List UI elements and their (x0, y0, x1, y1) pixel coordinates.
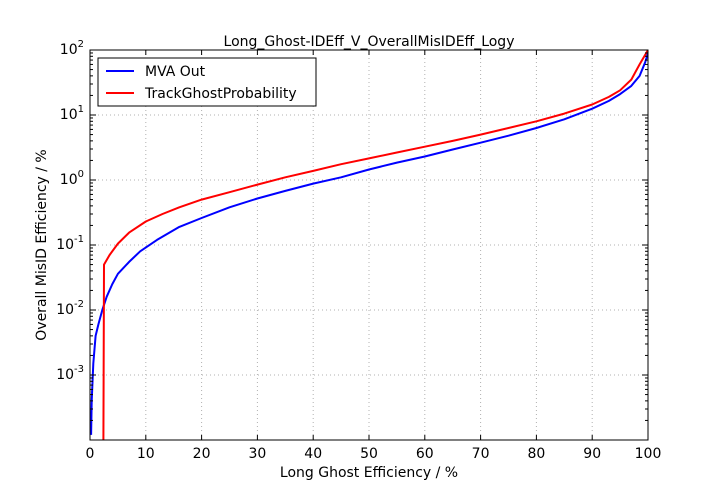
legend-label-1: TrackGhostProbability (144, 86, 297, 102)
y-tick-base: 10 (60, 107, 78, 123)
legend: MVA Out TrackGhostProbability (97, 57, 317, 107)
y-tick-exponent: -3 (74, 364, 84, 375)
x-tick-label: 70 (472, 446, 490, 462)
x-tick-label: 60 (416, 446, 434, 462)
y-tick-base: 10 (56, 367, 74, 383)
x-tick-label: 90 (583, 446, 601, 462)
y-tick-label: 10-1 (56, 234, 84, 253)
x-axis-label: Long Ghost Efficiency / % (280, 465, 458, 481)
x-tick-label: 40 (304, 446, 322, 462)
x-tick-label: 30 (248, 446, 266, 462)
y-tick-base: 10 (56, 302, 74, 318)
y-tick-exponent: -1 (74, 234, 84, 245)
x-tick-label: 50 (360, 446, 378, 462)
grid (90, 50, 648, 440)
y-tick-exponent: -2 (74, 299, 84, 310)
y-tick-label: 102 (60, 39, 84, 58)
y-tick-base: 10 (60, 42, 78, 58)
series-line-1 (102, 50, 648, 440)
series-lines (90, 50, 648, 440)
y-tick-base: 10 (60, 172, 78, 188)
chart-title: Long_Ghost-IDEff_V_OverallMisIDEff_Logy (224, 34, 515, 50)
y-tick-label: 10-3 (56, 364, 84, 383)
x-tick-label: 20 (193, 446, 211, 462)
axis-ticks: 0 10 20 30 40 50 60 70 80 90 10010-310-210-1100101… (56, 39, 661, 462)
legend-label-0: MVA Out (145, 64, 206, 80)
x-tick-label: 10 (137, 446, 155, 462)
legend-box (97, 57, 317, 107)
y-tick-label: 100 (60, 169, 84, 188)
y-tick-label: 101 (60, 104, 84, 123)
x-tick-label: 80 (527, 446, 545, 462)
y-tick-base: 10 (56, 237, 74, 253)
y-tick-exponent: 0 (78, 169, 84, 180)
x-tick-label: 0 (86, 446, 95, 462)
y-tick-exponent: 2 (78, 39, 84, 50)
y-tick-exponent: 1 (78, 104, 84, 115)
y-tick-label: 10-2 (56, 299, 84, 318)
x-tick-label: 100 (635, 446, 662, 462)
y-axis-label: Overall MisID Efficiency / % (34, 149, 50, 340)
